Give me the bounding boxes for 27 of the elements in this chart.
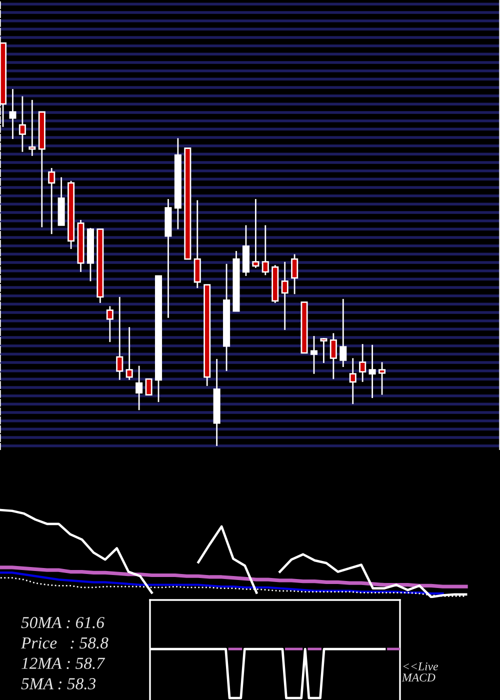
candlestick: [194, 200, 201, 289]
text: 12MA : 58.7: [22, 658, 106, 670]
candlestick: [106, 305, 114, 343]
candlestick: [320, 337, 328, 364]
candlestick: [330, 332, 337, 380]
candlestick: [48, 167, 56, 235]
candlestick: [359, 343, 366, 383]
candlestick: [252, 198, 260, 269]
candlestick: [281, 261, 288, 331]
candlestick: [349, 357, 356, 405]
candlestick: [340, 298, 347, 368]
candlestick: [116, 296, 124, 381]
candlestick: [9, 88, 16, 140]
text: 5MA : 58.3: [21, 678, 96, 690]
candlestick: [262, 224, 269, 276]
candlestick: [310, 335, 318, 375]
text: 50MA : 61.6: [21, 616, 104, 628]
candlestick: [18, 96, 26, 153]
candlestick: [136, 365, 143, 411]
candlestick: [28, 99, 36, 157]
text: Price : 58.8: [20, 637, 108, 649]
candlestick: [378, 361, 386, 396]
candlestick: [145, 378, 152, 396]
candlestick: [291, 254, 298, 295]
text: <<Live MACD: [402, 662, 438, 682]
candlestick: [126, 326, 133, 381]
candlestick: [368, 344, 376, 399]
